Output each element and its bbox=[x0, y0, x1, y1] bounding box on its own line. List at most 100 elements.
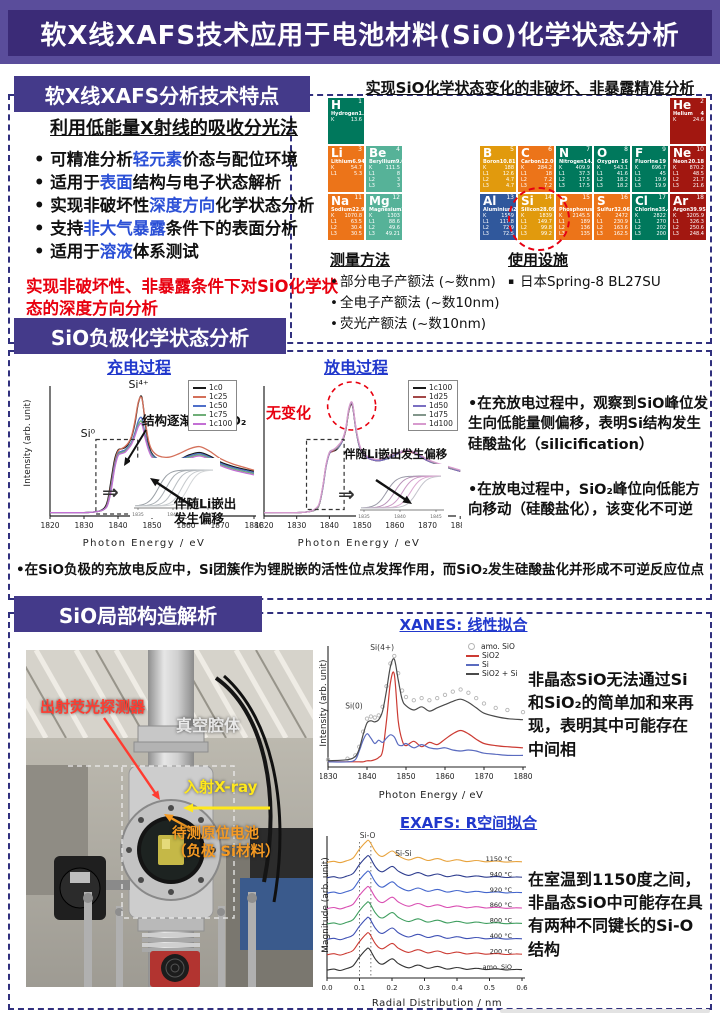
double-arrow-icon: ⇒ bbox=[338, 482, 355, 506]
element-tile-ne: Ne 10 Neon 20.18 K 870.2 L1 48.5 L2 21.7 L3 21.6 bbox=[670, 146, 706, 192]
exafs-plot: 0.0 0.1 0.2 0.3 0.4 0.5 0.6 1150 °C 940 °C 920 °C… bbox=[322, 831, 528, 992]
footer-watermark bbox=[500, 1009, 710, 1013]
method-item: 全电子产额法 (~数10nm) bbox=[330, 293, 510, 314]
svg-text:amo. SiO: amo. SiO bbox=[483, 963, 512, 971]
element-tile-b: B 5 Boron 10.81 K 188 L1 12.6 L2 4.7 L3 4.7 bbox=[480, 146, 516, 192]
svg-text:1870: 1870 bbox=[210, 521, 229, 530]
section3-frame bbox=[8, 612, 712, 1010]
svg-text:940 °C: 940 °C bbox=[490, 870, 513, 878]
svg-text:1150 °C: 1150 °C bbox=[486, 855, 513, 863]
svg-text:1850: 1850 bbox=[353, 521, 372, 530]
instrument-photo: 出射荧光探测器 真空腔体 入射X-ray 待测原位电池 （负极 Si材料） bbox=[0, 648, 329, 987]
charge-inset-note: 伴随Li嵌出 发生偏移 bbox=[174, 496, 237, 526]
svg-text:1840: 1840 bbox=[167, 512, 179, 518]
legend-entry: 1d100 bbox=[413, 419, 453, 428]
svg-text:1835: 1835 bbox=[132, 512, 144, 518]
legend-entry: 1c25 bbox=[193, 392, 232, 401]
exafs-chart-title: EXAFS: R空间拟合 bbox=[399, 814, 538, 832]
svg-text:0.6: 0.6 bbox=[516, 984, 528, 992]
legend-entry: 1c0 bbox=[193, 383, 232, 392]
svg-text:1880: 1880 bbox=[513, 772, 532, 781]
svg-text:0.3: 0.3 bbox=[419, 984, 430, 992]
svg-text:Si-Si: Si-Si bbox=[395, 849, 411, 858]
section1-subtitle: 利用低能量X射线的吸收分光法 bbox=[50, 118, 298, 139]
svg-text:1850: 1850 bbox=[142, 521, 161, 530]
legend-entry: 1d25 bbox=[413, 392, 453, 401]
legend-entry: 1d75 bbox=[413, 410, 453, 419]
svg-text:Si(4+): Si(4+) bbox=[370, 643, 394, 652]
legend-entry: 1c100 bbox=[193, 419, 232, 428]
svg-text:1830: 1830 bbox=[74, 521, 93, 530]
xray-label: 入射X-ray bbox=[184, 778, 258, 796]
svg-text:1860: 1860 bbox=[385, 521, 404, 530]
svg-text:200 °C: 200 °C bbox=[490, 947, 513, 955]
svg-text:1835: 1835 bbox=[358, 514, 370, 520]
section2-note-2: •在放电过程中，SiO₂峰位向低能方向移动（硅酸盐化），该变化不可逆 bbox=[468, 482, 700, 519]
facility-title: 使用设施 bbox=[508, 251, 569, 269]
legend-entry: amo. SiO bbox=[466, 642, 517, 651]
title-band: 软X线XAFS技术应用于电池材料(SiO)化学状态分析 bbox=[0, 0, 720, 64]
svg-text:1830: 1830 bbox=[287, 521, 306, 530]
chamber-label: 真空腔体 bbox=[176, 716, 241, 735]
feature-bullet: 适用于表面结构与电子状态解析 bbox=[34, 171, 334, 194]
element-tile-s: S 16 Sulfur 32.06 K 2472 L1 230.9 L2 163.6 L3 162.5 bbox=[594, 194, 630, 240]
svg-text:0.0: 0.0 bbox=[322, 984, 333, 992]
method-item: 部分电子产额法 (~数nm) bbox=[330, 272, 510, 293]
svg-text:1860: 1860 bbox=[176, 521, 195, 530]
section3-header: SiO局部构造解析 bbox=[14, 596, 262, 632]
svg-text:1820: 1820 bbox=[40, 521, 59, 530]
legend-entry: SiO2 bbox=[466, 651, 517, 660]
element-tile-li: Li 3 Lithium 6.94 K 54.7 L1 5.3 bbox=[328, 146, 364, 192]
svg-text:400 °C: 400 °C bbox=[490, 932, 513, 940]
svg-text:1840: 1840 bbox=[357, 772, 376, 781]
discharge-inset-note: 伴随Li嵌出发生偏移 bbox=[344, 447, 448, 461]
element-tile-he: He 2 Helium 4 K 24.6 bbox=[670, 98, 706, 144]
svg-text:800 °C: 800 °C bbox=[490, 917, 513, 925]
feature-bullet: 适用于溶液体系测试 bbox=[34, 240, 334, 263]
feature-bullet: 可精准分析轻元素价态与配位环境 bbox=[34, 148, 334, 171]
charge-chart: 充电过程 Intensity (arb. unit) 1820 1830 1840 1… bbox=[14, 354, 262, 559]
xanes-x-axis-label: Photon Energy / eV bbox=[378, 790, 484, 801]
exafs-x-axis-label: Radial Distribution / nm bbox=[371, 998, 503, 1009]
xanes-note: 非晶态SiO无法通过Si和SiO₂的简单加和来再现，表明其中可能存在中间相 bbox=[528, 670, 694, 759]
page-title: 软X线XAFS技术应用于电池材料(SiO)化学状态分析 bbox=[40, 20, 680, 51]
discharge-legend: 1c100 1d25 1d50 1d75 1d100 bbox=[408, 380, 458, 431]
cell-label-line1: 待测原位电池 bbox=[172, 826, 259, 842]
svg-text:1845: 1845 bbox=[430, 514, 442, 520]
svg-text:920 °C: 920 °C bbox=[490, 886, 513, 894]
legend-entry: Si bbox=[466, 660, 517, 669]
methods-title: 测量方法 bbox=[330, 251, 391, 269]
feature-bullet: 实现非破坏性深度方向化学状态分析 bbox=[34, 194, 334, 217]
section1-frame bbox=[8, 94, 712, 344]
xanes-chart-title: XANES: 线性拟合 bbox=[399, 616, 528, 634]
element-tile-f: F 9 Fluorine 19 K 696.7 L1 45 L2 19.9 L3 19.9 bbox=[632, 146, 668, 192]
section2-header: SiO负极化学状态分析 bbox=[14, 318, 286, 354]
svg-text:0.4: 0.4 bbox=[451, 984, 463, 992]
double-arrow-icon: ⇒ bbox=[102, 480, 119, 504]
section1-header: 软X线XAFS分析技术特点 bbox=[14, 76, 310, 112]
discharge-inset-plot: 1835 1840 1845 bbox=[356, 464, 448, 520]
methods-block: 测量方法 部分电子产额法 (~数nm) 全电子产额法 (~数10nm) 荧光产额… bbox=[330, 250, 510, 335]
svg-text:1880: 1880 bbox=[451, 521, 462, 530]
section2-header-label: SiO负极化学状态分析 bbox=[50, 325, 250, 350]
section2-frame bbox=[8, 350, 712, 600]
svg-text:0.2: 0.2 bbox=[386, 984, 397, 992]
svg-text:1880: 1880 bbox=[244, 521, 262, 530]
legend-entry: SiO2 + Si bbox=[466, 669, 517, 678]
charge-plot: 1820 1830 1840 1850 1860 1870 1880 Si⁴⁺ Si⁰ bbox=[40, 378, 262, 530]
discharge-x-axis-label: Photon Energy / eV bbox=[297, 538, 421, 549]
no-change-label: 无变化 bbox=[266, 404, 312, 422]
method-item: 荧光产额法 (~数10nm) bbox=[330, 314, 510, 335]
facility-block: 使用设施 日本Spring-8 BL27SU bbox=[508, 250, 708, 293]
svg-text:1870: 1870 bbox=[474, 772, 493, 781]
facility-item: 日本Spring-8 BL27SU bbox=[508, 272, 708, 293]
svg-text:1850: 1850 bbox=[396, 772, 415, 781]
section2-bottom-note: •在SiO负极的充放电反应中，Si团簇作为锂脱嵌的活性位点发挥作用，而SiO₂发… bbox=[16, 562, 705, 578]
